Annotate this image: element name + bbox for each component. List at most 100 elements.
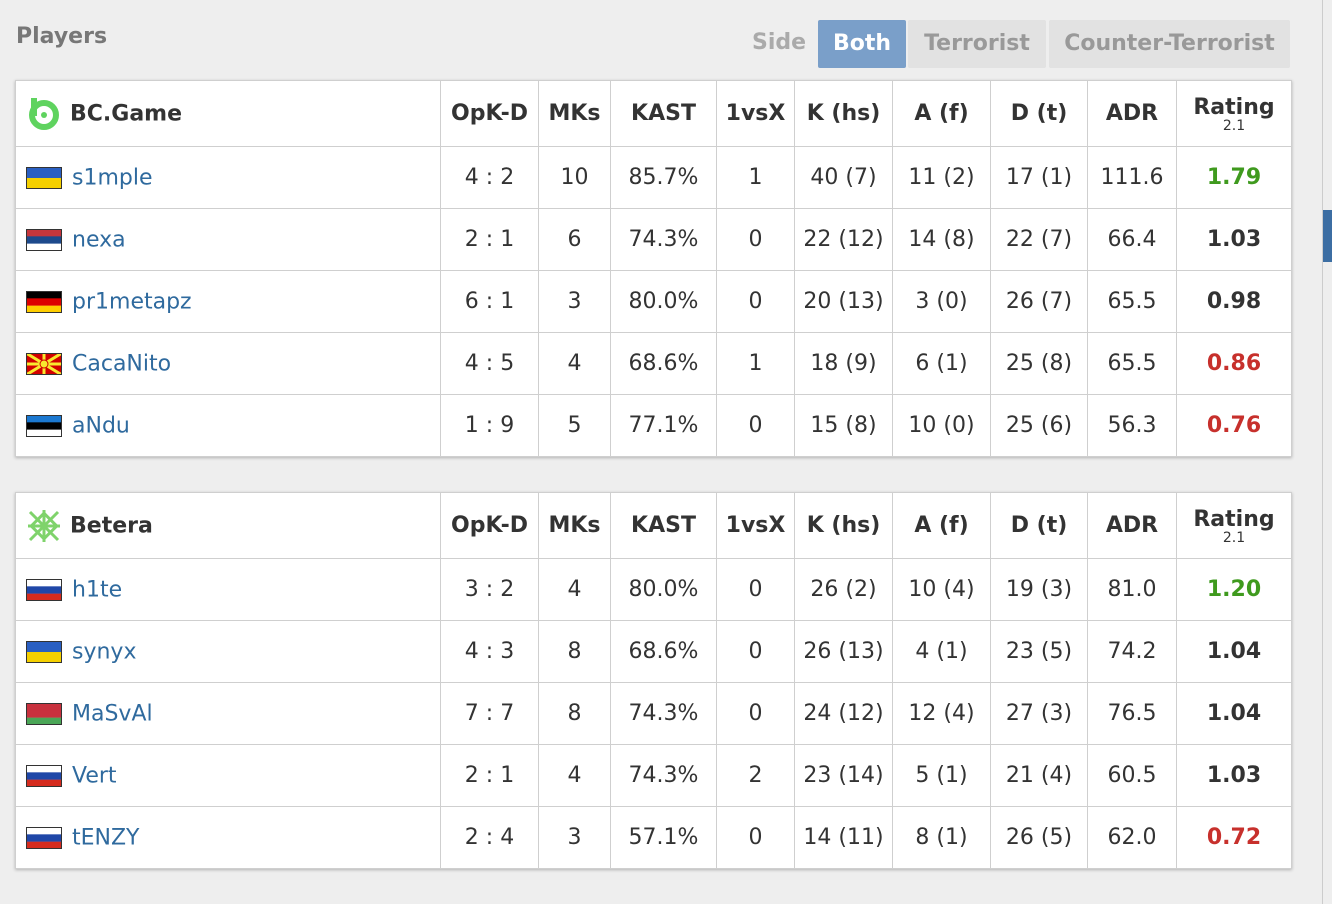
rating-cell: 0.86 xyxy=(1176,332,1292,395)
stat-cell: 4 : 2 xyxy=(440,146,539,209)
scrollbar xyxy=(1322,0,1332,904)
rating-cell: 1.04 xyxy=(1176,682,1292,745)
stat-cell: 62.0 xyxy=(1087,806,1177,869)
column-header: A (f) xyxy=(892,492,991,559)
player-link[interactable]: aNdu xyxy=(72,413,130,439)
flag xyxy=(26,578,62,601)
player-link[interactable]: CacaNito xyxy=(72,351,172,377)
player-cell: pr1metapz xyxy=(15,270,441,333)
stat-cell: 1 : 9 xyxy=(440,394,539,457)
stat-cell: 0 xyxy=(716,806,795,869)
rating-cell: 1.04 xyxy=(1176,620,1292,683)
stat-cell: 0 xyxy=(716,270,795,333)
stat-cell: 11 (2) xyxy=(892,146,991,209)
player-row: aNdu 1 : 9 5 77.1% 0 15 (8) 10 (0) 25 (6) 56.3 0.… xyxy=(15,394,1292,457)
stat-cell: 24 (12) xyxy=(794,682,893,745)
team-table: BC.Game OpK-D MKs KAST 1vsX K (hs) A (f) D (t) A… xyxy=(15,80,1292,457)
player-cell: CacaNito xyxy=(15,332,441,395)
column-header: MKs xyxy=(538,80,611,147)
stat-cell: 5 xyxy=(538,394,611,457)
flag xyxy=(26,166,62,189)
player-row: nexa 2 : 1 6 74.3% 0 22 (12) 14 (8) 22 (7) 66.4 1… xyxy=(15,208,1292,271)
stat-cell: 80.0% xyxy=(610,558,717,621)
player-link[interactable]: synyx xyxy=(72,639,137,665)
column-header: ADR xyxy=(1087,80,1177,147)
column-label: Rating xyxy=(1193,506,1275,532)
team-name: BC.Game xyxy=(70,101,183,126)
column-header: OpK-D xyxy=(440,492,539,559)
rating-version: 2.1 xyxy=(1222,529,1246,546)
stat-cell: 0 xyxy=(716,394,795,457)
player-row: synyx 4 : 3 8 68.6% 0 26 (13) 4 (1) 23 (5) 74.2 1… xyxy=(15,620,1292,683)
stat-cell: 12 (4) xyxy=(892,682,991,745)
player-link[interactable]: nexa xyxy=(72,227,126,253)
player-row: CacaNito 4 : 5 4 68.6% 1 18 (9) 6 (1) 25 (8) 65.… xyxy=(15,332,1292,395)
player-cell: tENZY xyxy=(15,806,441,869)
stat-cell: 7 : 7 xyxy=(440,682,539,745)
column-header: MKs xyxy=(538,492,611,559)
stat-cell: 4 : 3 xyxy=(440,620,539,683)
stat-cell: 17 (1) xyxy=(990,146,1088,209)
stat-cell: 8 xyxy=(538,620,611,683)
stat-cell: 2 xyxy=(716,744,795,807)
rating-cell: 1.03 xyxy=(1176,744,1292,807)
stat-cell: 74.3% xyxy=(610,744,717,807)
stat-cell: 2 : 4 xyxy=(440,806,539,869)
column-header: KAST xyxy=(610,492,717,559)
player-link[interactable]: MaSvAl xyxy=(72,701,153,727)
flag xyxy=(26,826,62,849)
player-link[interactable]: s1mple xyxy=(72,165,153,191)
column-label: Rating xyxy=(1193,94,1275,120)
stat-cell: 21 (4) xyxy=(990,744,1088,807)
stat-cell: 4 : 5 xyxy=(440,332,539,395)
stat-cell: 74.3% xyxy=(610,208,717,271)
stat-cell: 20 (13) xyxy=(794,270,893,333)
side-button[interactable]: Both xyxy=(818,20,906,68)
player-cell: s1mple xyxy=(15,146,441,209)
stat-cell: 3 (0) xyxy=(892,270,991,333)
player-cell: nexa xyxy=(15,208,441,271)
side-button[interactable]: Counter-Terrorist xyxy=(1049,20,1290,68)
stat-cell: 26 (13) xyxy=(794,620,893,683)
player-cell: aNdu xyxy=(15,394,441,457)
player-row: tENZY 2 : 4 3 57.1% 0 14 (11) 8 (1) 26 (5) 62.0 0… xyxy=(15,806,1292,869)
section-title: Players xyxy=(16,24,108,49)
column-header: K (hs) xyxy=(794,80,893,147)
stat-cell: 81.0 xyxy=(1087,558,1177,621)
stat-cell: 1 xyxy=(716,332,795,395)
team-table: Betera OpK-D MKs KAST 1vsX K (hs) A (f) D (t) AD… xyxy=(15,492,1292,869)
player-link[interactable]: Vert xyxy=(72,763,117,789)
stat-cell: 8 xyxy=(538,682,611,745)
team-header: Betera xyxy=(15,492,441,559)
stat-cell: 27 (3) xyxy=(990,682,1088,745)
stat-cell: 4 (1) xyxy=(892,620,991,683)
stat-cell: 26 (7) xyxy=(990,270,1088,333)
player-link[interactable]: h1te xyxy=(72,577,123,603)
stat-cell: 74.2 xyxy=(1087,620,1177,683)
stat-cell: 26 (2) xyxy=(794,558,893,621)
stat-cell: 10 (4) xyxy=(892,558,991,621)
player-row: s1mple 4 : 2 10 85.7% 1 40 (7) 11 (2) 17 (1) 111… xyxy=(15,146,1292,209)
column-header: Rating 2.1 xyxy=(1176,492,1292,559)
side-button[interactable]: Terrorist xyxy=(908,20,1046,68)
stat-cell: 22 (7) xyxy=(990,208,1088,271)
flag xyxy=(26,414,62,437)
rating-cell: 1.79 xyxy=(1176,146,1292,209)
stat-cell: 19 (3) xyxy=(990,558,1088,621)
stat-cell: 3 xyxy=(538,270,611,333)
player-link[interactable]: pr1metapz xyxy=(72,289,192,315)
stat-cell: 56.3 xyxy=(1087,394,1177,457)
stat-cell: 23 (5) xyxy=(990,620,1088,683)
stat-cell: 111.6 xyxy=(1087,146,1177,209)
team-header: BC.Game xyxy=(15,80,441,147)
stat-cell: 80.0% xyxy=(610,270,717,333)
header-row: BC.Game OpK-D MKs KAST 1vsX K (hs) A (f) D (t) A… xyxy=(15,80,1292,147)
stat-cell: 60.5 xyxy=(1087,744,1177,807)
scrollbar-thumb[interactable] xyxy=(1323,210,1332,262)
stat-cell: 65.5 xyxy=(1087,332,1177,395)
stat-cell: 6 : 1 xyxy=(440,270,539,333)
player-link[interactable]: tENZY xyxy=(72,825,140,851)
stat-cell: 6 xyxy=(538,208,611,271)
stat-cell: 0 xyxy=(716,558,795,621)
